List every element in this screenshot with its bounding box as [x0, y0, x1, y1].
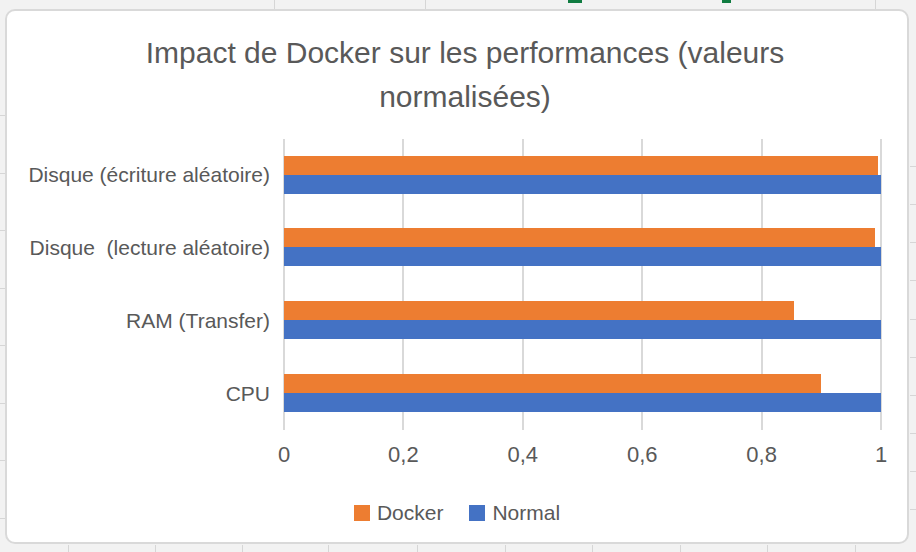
legend-swatch-icon — [354, 505, 370, 521]
legend-item-docker: Docker — [354, 501, 444, 525]
sheet-cell-border — [767, 545, 768, 552]
plot-area — [284, 139, 881, 430]
sheet-cell-border — [875, 0, 876, 9]
sheet-cell-border — [0, 518, 5, 519]
bar-docker-3 — [284, 301, 794, 320]
sheet-cell-border — [910, 319, 916, 320]
sheet-cell-border — [155, 545, 156, 552]
sheet-cell-border — [910, 280, 916, 281]
sheet-cell-border — [855, 545, 856, 552]
sheet-cell-border — [505, 545, 506, 552]
x-tick-label: 0,2 — [363, 442, 443, 468]
sheet-cell-border — [242, 545, 243, 552]
bar-docker-2 — [284, 228, 875, 247]
sheet-cell-border — [0, 173, 5, 174]
sheet-cell-border — [425, 0, 426, 9]
sheet-cell-border — [0, 288, 5, 289]
sheet-cell-border — [910, 204, 916, 205]
sheet-cell-border — [910, 433, 916, 434]
sheet-cell-border — [417, 545, 418, 552]
bar-normal-3 — [284, 320, 881, 339]
sheet-cell-border — [0, 345, 5, 346]
sheet-cell-border — [0, 460, 5, 461]
sheet-cell-border — [68, 545, 69, 552]
category-label: CPU — [10, 357, 270, 430]
value-axis: 00,20,40,60,81 — [284, 442, 881, 468]
legend-item-normal: Normal — [469, 501, 560, 525]
x-tick-label: 1 — [841, 442, 916, 468]
sheet-cell-border — [0, 230, 5, 231]
sheet-cell-border — [328, 545, 329, 552]
x-tick-label: 0,8 — [722, 442, 802, 468]
bar-docker-1 — [284, 156, 878, 175]
sheet-cell-border — [910, 242, 916, 243]
sheet-cell-border — [910, 357, 916, 358]
sheet-cell-border — [910, 471, 916, 472]
sheet-cell-border — [592, 545, 593, 552]
bar-normal-2 — [284, 247, 881, 266]
sheet-selection-mark — [568, 0, 582, 3]
chart-legend: Docker Normal — [5, 501, 909, 525]
sheet-selection-mark — [722, 0, 731, 3]
category-axis: Disque (écriture aléatoire)Disque (lectu… — [10, 139, 270, 430]
category-label: Disque (écriture aléatoire) — [10, 139, 270, 212]
category-label: RAM (Transfer) — [10, 285, 270, 358]
sheet-cell-border — [0, 115, 5, 116]
sheet-cell-border — [680, 545, 681, 552]
sheet-cell-border — [0, 403, 5, 404]
bar-normal-1 — [284, 175, 881, 194]
legend-swatch-icon — [469, 505, 485, 521]
x-tick-label: 0,4 — [483, 442, 563, 468]
x-tick-label: 0 — [244, 442, 324, 468]
legend-label: Docker — [377, 501, 444, 525]
category-label: Disque (lecture aléatoire) — [10, 212, 270, 285]
legend-label: Normal — [492, 501, 560, 525]
sheet-cell-border — [910, 166, 916, 167]
bar-normal-4 — [284, 393, 881, 412]
spreadsheet-background: Impact de Docker sur les performances (v… — [0, 0, 916, 552]
chart-title: Impact de Docker sur les performances (v… — [105, 31, 825, 119]
bar-docker-4 — [284, 374, 821, 393]
sheet-cell-border — [910, 509, 916, 510]
sheet-cell-border — [274, 0, 275, 9]
x-tick-label: 0,6 — [602, 442, 682, 468]
sheet-cell-border — [910, 395, 916, 396]
